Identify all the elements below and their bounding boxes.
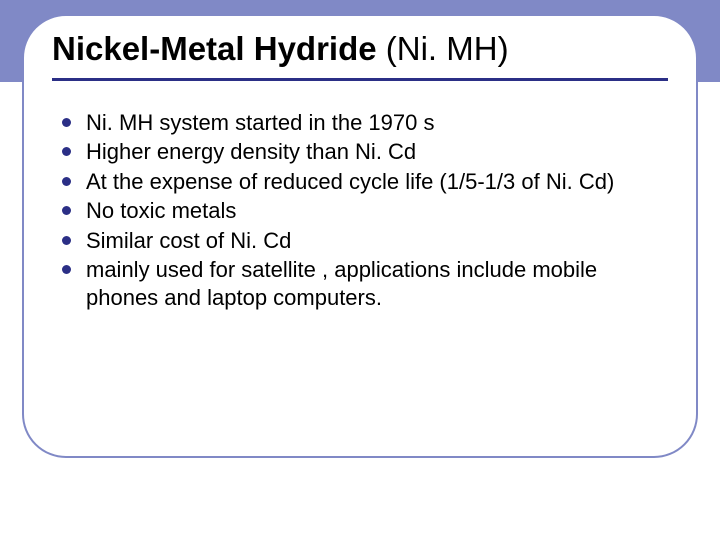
bullet-icon: [62, 177, 71, 186]
bullet-icon: [62, 236, 71, 245]
title-wrap: Nickel-Metal Hydride (Ni. MH): [24, 16, 696, 74]
list-item-text: At the expense of reduced cycle life (1/…: [86, 169, 614, 194]
slide: Nickel-Metal Hydride (Ni. MH) Ni. MH sys…: [0, 0, 720, 540]
bullet-icon: [62, 118, 71, 127]
list-item: Similar cost of Ni. Cd: [58, 227, 662, 255]
bullet-list: Ni. MH system started in the 1970 s High…: [58, 109, 662, 312]
title-bold: Nickel-Metal Hydride: [52, 30, 377, 67]
list-item: mainly used for satellite , applications…: [58, 256, 662, 311]
list-item-text: Similar cost of Ni. Cd: [86, 228, 291, 253]
list-item: Ni. MH system started in the 1970 s: [58, 109, 662, 137]
bullet-icon: [62, 265, 71, 274]
list-item-text: Ni. MH system started in the 1970 s: [86, 110, 434, 135]
body-area: Ni. MH system started in the 1970 s High…: [24, 81, 696, 312]
list-item: At the expense of reduced cycle life (1/…: [58, 168, 662, 196]
content-card: Nickel-Metal Hydride (Ni. MH) Ni. MH sys…: [22, 14, 698, 458]
list-item-text: mainly used for satellite , applications…: [86, 257, 597, 310]
title-plain: (Ni. MH): [377, 30, 509, 67]
list-item-text: No toxic metals: [86, 198, 236, 223]
bullet-icon: [62, 206, 71, 215]
slide-title: Nickel-Metal Hydride (Ni. MH): [52, 30, 668, 68]
bullet-icon: [62, 147, 71, 156]
list-item-text: Higher energy density than Ni. Cd: [86, 139, 416, 164]
list-item: Higher energy density than Ni. Cd: [58, 138, 662, 166]
list-item: No toxic metals: [58, 197, 662, 225]
